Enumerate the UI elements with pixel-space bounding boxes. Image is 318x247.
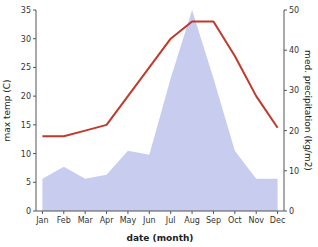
x-tick-label: Jul [165, 216, 176, 225]
y-tick [33, 38, 36, 39]
temperature-line [42, 21, 277, 136]
y-tick [33, 10, 36, 11]
x-tick-label: Nov [248, 216, 264, 225]
x-tick-label: Jun [142, 216, 156, 225]
y-tick-label: 35 [21, 6, 31, 15]
y-tick-label: 20 [21, 92, 31, 101]
y-axis-line [36, 10, 37, 211]
y2-tick [284, 130, 287, 131]
x-tick-label: Mar [78, 216, 94, 225]
x-tick-label: Jan [35, 216, 48, 225]
x-tick [127, 211, 128, 214]
y2-tick [284, 10, 287, 11]
x-tick [149, 211, 150, 214]
y2-tick [284, 90, 287, 91]
y2-tick [284, 50, 287, 51]
x-tick-label: May [120, 216, 137, 225]
y-axis-label: max temp (C) [2, 79, 12, 141]
precipitation-area [42, 10, 277, 211]
y-tick [33, 182, 36, 183]
y2-tick [284, 211, 287, 212]
x-tick [85, 211, 86, 214]
y-tick [33, 211, 36, 212]
x-tick-label: Oct [228, 216, 242, 225]
y-tick [33, 67, 36, 68]
y-tick-label: 5 [26, 178, 31, 187]
y-tick [33, 124, 36, 125]
y2-tick-label: 50 [289, 6, 299, 15]
y-tick-label: 15 [21, 121, 31, 130]
plot-area [42, 10, 277, 211]
y-tick-label: 0 [26, 207, 31, 216]
y-tick [33, 153, 36, 154]
x-tick [234, 211, 235, 214]
x-tick-label: Sep [206, 216, 221, 225]
y2-axis-label: med. precipitation (kg/m2) [303, 50, 313, 171]
x-tick [170, 211, 171, 214]
y2-tick [284, 170, 287, 171]
y-tick-label: 25 [21, 63, 31, 72]
x-tick-label: Aug [184, 216, 200, 225]
y2-tick-label: 0 [289, 207, 294, 216]
y2-tick-label: 10 [289, 167, 299, 176]
x-tick [256, 211, 257, 214]
x-tick [106, 211, 107, 214]
x-tick-label: Apr [100, 216, 115, 225]
x-axis-label: date (month) [127, 233, 194, 243]
x-tick [63, 211, 64, 214]
y-tick-label: 30 [21, 35, 31, 44]
x-tick [277, 211, 278, 214]
x-tick-label: Feb [57, 216, 71, 225]
x-tick [42, 211, 43, 214]
x-tick [192, 211, 193, 214]
y2-axis-line [284, 10, 285, 211]
y2-tick-label: 30 [289, 86, 299, 95]
x-tick-label: Dec [270, 216, 285, 225]
y2-tick-label: 20 [289, 127, 299, 136]
y-tick [33, 96, 36, 97]
x-axis-line [36, 211, 284, 212]
y2-tick-label: 40 [289, 46, 299, 55]
chart-container: 0 5 10 15 20 25 30 35 0 10 20 30 40 50 Jan Feb Mar Apr May… [0, 0, 318, 247]
y-tick-label: 10 [21, 150, 31, 159]
chart: 0 5 10 15 20 25 30 35 0 10 20 30 40 50 Jan Feb Mar Apr May… [0, 0, 318, 247]
x-tick [213, 211, 214, 214]
